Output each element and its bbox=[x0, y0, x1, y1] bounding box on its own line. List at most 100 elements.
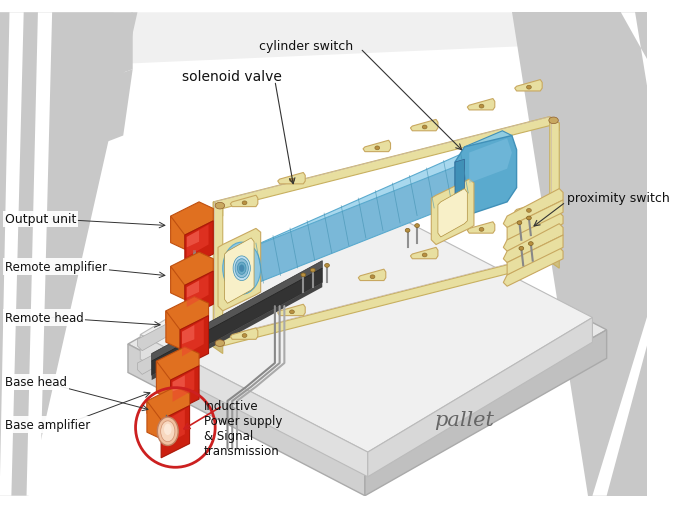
Polygon shape bbox=[365, 330, 607, 496]
Ellipse shape bbox=[415, 224, 419, 228]
Text: Base amplifier: Base amplifier bbox=[5, 418, 90, 431]
Polygon shape bbox=[467, 222, 494, 234]
Ellipse shape bbox=[311, 269, 315, 272]
Polygon shape bbox=[156, 361, 171, 399]
Polygon shape bbox=[278, 173, 305, 184]
Polygon shape bbox=[186, 231, 199, 248]
Polygon shape bbox=[171, 217, 185, 250]
Text: Remote head: Remote head bbox=[5, 312, 83, 324]
Polygon shape bbox=[0, 13, 114, 231]
Polygon shape bbox=[152, 261, 322, 361]
Polygon shape bbox=[247, 153, 474, 257]
Polygon shape bbox=[0, 13, 114, 136]
Ellipse shape bbox=[370, 275, 375, 279]
Ellipse shape bbox=[549, 118, 558, 124]
Polygon shape bbox=[213, 254, 559, 346]
Polygon shape bbox=[185, 271, 213, 319]
Ellipse shape bbox=[239, 265, 244, 272]
Polygon shape bbox=[550, 254, 559, 269]
Polygon shape bbox=[27, 13, 52, 496]
Ellipse shape bbox=[527, 217, 531, 220]
Polygon shape bbox=[621, 13, 647, 89]
Ellipse shape bbox=[405, 229, 410, 233]
Polygon shape bbox=[225, 238, 254, 304]
Text: Inductive
Power supply
& Signal
transmission: Inductive Power supply & Signal transmis… bbox=[204, 399, 282, 457]
Polygon shape bbox=[173, 376, 185, 391]
Polygon shape bbox=[182, 325, 195, 345]
Ellipse shape bbox=[324, 264, 329, 268]
Polygon shape bbox=[410, 120, 438, 131]
Polygon shape bbox=[152, 283, 322, 380]
Text: Output unit: Output unit bbox=[5, 213, 76, 226]
Polygon shape bbox=[186, 275, 208, 307]
Polygon shape bbox=[230, 328, 257, 340]
Polygon shape bbox=[515, 80, 542, 92]
Polygon shape bbox=[213, 203, 223, 346]
Ellipse shape bbox=[242, 334, 247, 338]
Polygon shape bbox=[438, 189, 467, 238]
Polygon shape bbox=[507, 201, 563, 240]
Polygon shape bbox=[213, 118, 559, 209]
Ellipse shape bbox=[527, 86, 531, 90]
Ellipse shape bbox=[479, 228, 484, 232]
Ellipse shape bbox=[301, 273, 306, 277]
Polygon shape bbox=[507, 236, 563, 275]
Polygon shape bbox=[503, 213, 563, 251]
Polygon shape bbox=[0, 70, 133, 184]
Polygon shape bbox=[128, 345, 365, 496]
Ellipse shape bbox=[519, 247, 524, 251]
Ellipse shape bbox=[157, 417, 178, 445]
Ellipse shape bbox=[375, 147, 380, 151]
Polygon shape bbox=[156, 347, 199, 380]
Ellipse shape bbox=[422, 253, 427, 258]
Polygon shape bbox=[0, 13, 24, 496]
Polygon shape bbox=[147, 387, 190, 420]
Text: proximity switch: proximity switch bbox=[567, 191, 669, 204]
Polygon shape bbox=[410, 248, 438, 259]
Ellipse shape bbox=[164, 424, 171, 435]
Ellipse shape bbox=[223, 243, 261, 295]
Ellipse shape bbox=[527, 209, 531, 213]
Ellipse shape bbox=[422, 126, 427, 130]
Polygon shape bbox=[464, 131, 512, 152]
Polygon shape bbox=[185, 221, 213, 269]
Polygon shape bbox=[467, 99, 494, 110]
Ellipse shape bbox=[529, 242, 533, 246]
Polygon shape bbox=[128, 207, 607, 467]
Polygon shape bbox=[166, 312, 180, 349]
Polygon shape bbox=[0, 13, 133, 118]
Polygon shape bbox=[455, 160, 464, 201]
Ellipse shape bbox=[290, 310, 294, 314]
Polygon shape bbox=[171, 267, 185, 300]
Polygon shape bbox=[550, 118, 559, 261]
Polygon shape bbox=[512, 13, 647, 496]
Polygon shape bbox=[161, 406, 190, 458]
Ellipse shape bbox=[242, 202, 247, 205]
Polygon shape bbox=[182, 320, 204, 357]
Polygon shape bbox=[431, 180, 474, 245]
Polygon shape bbox=[455, 136, 516, 217]
Text: solenoid valve: solenoid valve bbox=[182, 70, 282, 84]
Polygon shape bbox=[363, 141, 391, 152]
Polygon shape bbox=[213, 203, 223, 217]
Polygon shape bbox=[171, 203, 213, 236]
Polygon shape bbox=[592, 316, 647, 496]
Polygon shape bbox=[137, 305, 208, 351]
Ellipse shape bbox=[161, 421, 175, 442]
Polygon shape bbox=[218, 229, 261, 312]
Polygon shape bbox=[550, 118, 559, 131]
Ellipse shape bbox=[290, 179, 294, 183]
Polygon shape bbox=[171, 366, 199, 413]
Ellipse shape bbox=[235, 259, 249, 278]
Text: Remote amplifier: Remote amplifier bbox=[5, 260, 107, 273]
Ellipse shape bbox=[549, 255, 558, 262]
Ellipse shape bbox=[233, 257, 251, 281]
Text: Base head: Base head bbox=[5, 376, 67, 389]
Polygon shape bbox=[0, 13, 137, 496]
Polygon shape bbox=[147, 401, 161, 439]
Polygon shape bbox=[166, 297, 208, 330]
Text: pallet: pallet bbox=[434, 411, 494, 430]
Polygon shape bbox=[163, 410, 185, 446]
Ellipse shape bbox=[215, 340, 225, 347]
Polygon shape bbox=[140, 335, 367, 477]
